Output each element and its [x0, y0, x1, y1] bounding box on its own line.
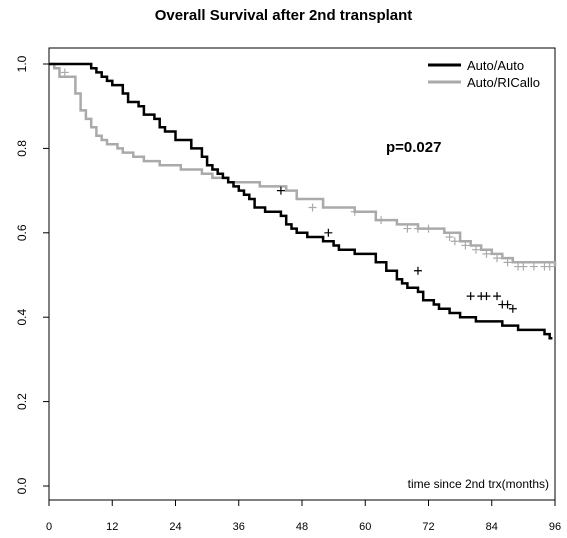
- x-tick-label: 24: [169, 521, 181, 533]
- x-tick-label: 84: [486, 521, 498, 533]
- x-axis: 0 12 24 36 48 60 72 84 96: [46, 500, 561, 533]
- censor-mark: [450, 237, 459, 246]
- plot-frame: [48, 47, 556, 501]
- x-axis-label: time since 2nd trx(months): [408, 477, 549, 491]
- x-tick-label: 72: [422, 521, 434, 533]
- censor-mark: [324, 228, 333, 237]
- series-line-auto-auto: [49, 62, 553, 340]
- censor-mark: [445, 233, 454, 242]
- censor-mark: [403, 224, 412, 233]
- y-tick-label: 1.0: [15, 55, 29, 72]
- censor-mark: [471, 245, 480, 254]
- censor-mark: [503, 258, 512, 267]
- y-tick-label: 0.6: [15, 224, 29, 241]
- x-tick-label: 36: [233, 521, 245, 533]
- censor-marks-auto-ricallo: [60, 68, 554, 271]
- legend: Auto/Auto Auto/RICallo: [428, 58, 540, 90]
- series-layer: [49, 62, 557, 340]
- y-tick-label: 0.0: [15, 477, 29, 494]
- censor-mark: [461, 241, 470, 250]
- censor-mark: [493, 292, 502, 301]
- legend-label-auto-auto: Auto/Auto: [467, 58, 524, 73]
- censor-mark: [413, 224, 422, 233]
- censor-mark: [482, 249, 491, 258]
- censor-mark: [350, 207, 359, 216]
- x-tick-label: 60: [359, 521, 371, 533]
- censor-mark: [493, 254, 502, 263]
- censor-mark: [508, 304, 517, 313]
- series-line-auto-ricallo: [49, 62, 557, 267]
- y-tick-label: 0.2: [15, 393, 29, 410]
- x-tick-label: 12: [106, 521, 118, 533]
- censor-mark: [308, 203, 317, 212]
- censor-marks-auto-auto: [276, 186, 517, 313]
- x-tick-label: 96: [549, 521, 561, 533]
- y-tick-label: 0.4: [15, 309, 29, 326]
- censor-mark: [529, 262, 538, 271]
- p-value-annotation: p=0.027: [386, 139, 441, 156]
- censor-mark: [413, 266, 422, 275]
- censor-mark: [424, 224, 433, 233]
- censor-mark: [519, 262, 528, 271]
- legend-label-auto-ricallo: Auto/RICallo: [467, 75, 540, 90]
- censor-mark: [377, 216, 386, 225]
- censor-mark: [60, 68, 69, 77]
- y-tick-label: 0.8: [15, 140, 29, 157]
- x-tick-label: 0: [46, 521, 52, 533]
- censor-mark: [466, 292, 475, 301]
- censor-mark: [276, 186, 285, 195]
- censor-mark: [482, 292, 491, 301]
- censor-mark: [503, 300, 512, 309]
- censor-mark: [545, 262, 554, 271]
- x-tick-label: 48: [296, 521, 308, 533]
- chart-title: Overall Survival after 2nd transplant: [155, 7, 413, 24]
- y-axis: 0.0 0.2 0.4 0.6 0.8 1.0: [15, 55, 49, 494]
